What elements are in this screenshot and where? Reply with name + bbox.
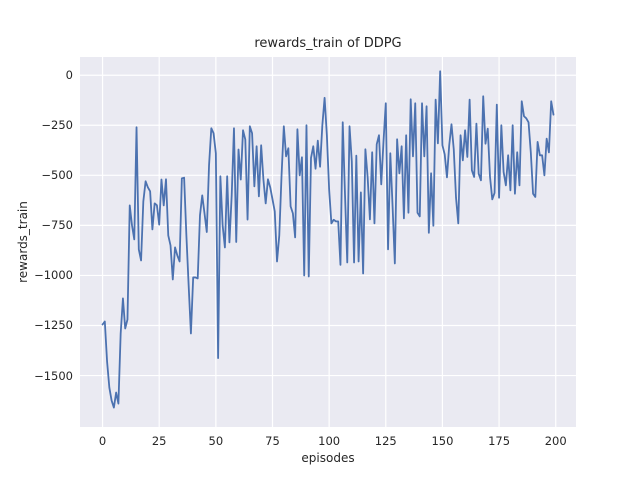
y-tick-label: −1500 bbox=[34, 368, 73, 383]
y-tick-label: −1250 bbox=[34, 318, 73, 333]
y-tick-label: 0 bbox=[65, 68, 73, 83]
x-tick-label: 75 bbox=[265, 434, 280, 448]
chart-title: rewards_train of DDPG bbox=[254, 36, 402, 51]
rewards-train-line bbox=[101, 70, 555, 409]
x-tick-label: 100 bbox=[318, 434, 341, 448]
y-tick-label: −1000 bbox=[34, 268, 73, 283]
gridlines bbox=[80, 57, 576, 427]
y-tick-label: −500 bbox=[41, 168, 73, 183]
x-axis-label: episodes bbox=[301, 451, 355, 465]
x-tick-label: 150 bbox=[431, 434, 454, 448]
x-tick-label: 50 bbox=[208, 434, 224, 448]
x-tick-label: 0 bbox=[98, 434, 107, 448]
x-tick-label: 25 bbox=[151, 434, 167, 448]
x-tick-label: 200 bbox=[544, 434, 567, 448]
y-tick-label: −250 bbox=[41, 118, 73, 133]
x-tick-label: 125 bbox=[374, 434, 397, 448]
x-tick-label: 175 bbox=[488, 434, 511, 448]
y-tick-label: −750 bbox=[41, 218, 73, 233]
plot-area bbox=[80, 57, 576, 427]
